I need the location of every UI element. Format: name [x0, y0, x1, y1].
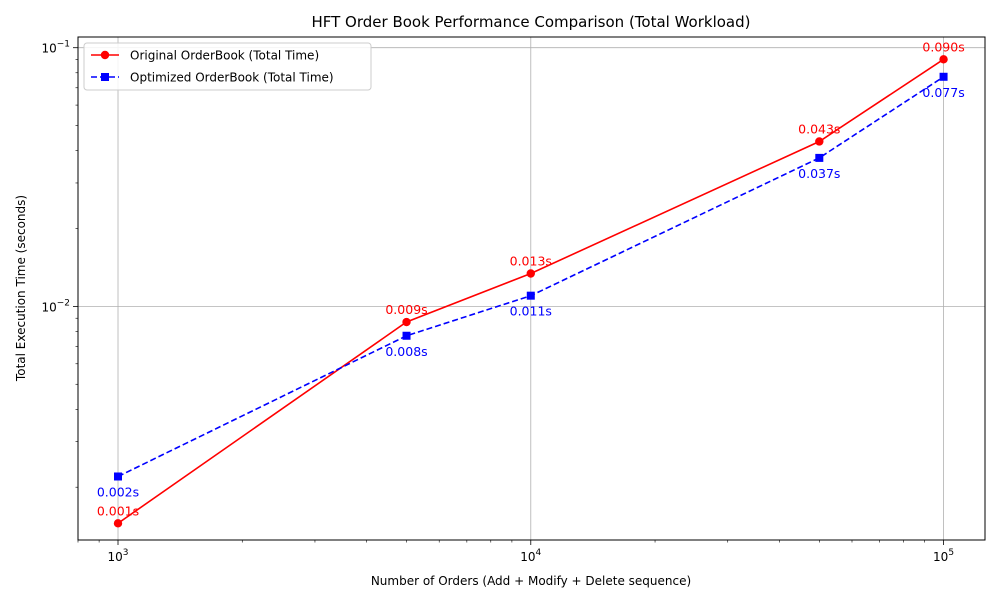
data-label-0-4: 0.090s [922, 39, 964, 54]
data-label-1-1: 0.008s [385, 344, 427, 359]
data-labels: 0.001s 0.009s 0.013s 0.043s 0.090s 0.002s 0.00… [97, 39, 965, 518]
data-point-0-1 [402, 317, 411, 327]
data-label-0-2: 0.013s [510, 254, 552, 269]
chart-title: HFT Order Book Performance Comparison (T… [311, 13, 750, 31]
plot-frame [77, 36, 986, 541]
data-label-1-0: 0.002s [97, 484, 139, 499]
data-point-0-4 [939, 55, 948, 64]
data-label-0-3: 0.043s [798, 121, 840, 136]
data-label-0-0: 0.001s [97, 503, 139, 518]
data-label-1-4: 0.077s [922, 85, 964, 100]
legend-marker-1 [101, 73, 109, 81]
axis-ticks: 103 104 105 10−2 10−1 [41, 40, 954, 564]
grid [78, 37, 985, 540]
legend-marker-0 [100, 50, 110, 60]
legend-label-0: Original OrderBook (Total Time) [130, 49, 319, 63]
legend-box [83, 42, 372, 91]
data-point-1-3 [815, 153, 824, 162]
legend-label-1: Optimized OrderBook (Total Time) [130, 71, 334, 85]
x-tick-label: 103 [107, 548, 128, 564]
x-tick-label: 104 [520, 548, 541, 564]
y-axis-label: Total Execution Time (seconds) [14, 195, 28, 382]
data-point-1-1 [402, 331, 411, 340]
series-layer [113, 55, 948, 528]
x-tick-label: 105 [933, 548, 954, 564]
data-point-0-0 [113, 519, 123, 528]
data-point-1-4 [939, 72, 948, 81]
y-tick-label: 10−1 [41, 40, 70, 56]
data-label-1-3: 0.037s [798, 166, 840, 181]
x-axis-label: Number of Orders (Add + Modify + Delete … [371, 574, 691, 588]
data-point-1-2 [526, 291, 535, 300]
data-point-0-2 [526, 269, 535, 278]
data-label-0-1: 0.009s [385, 302, 427, 317]
data-label-1-2: 0.011s [510, 304, 552, 319]
y-tick-label: 10−2 [41, 298, 70, 314]
data-point-0-3 [815, 137, 824, 146]
legend: Original OrderBook (Total Time) Optimized… [83, 42, 372, 91]
data-point-1-0 [114, 472, 123, 481]
